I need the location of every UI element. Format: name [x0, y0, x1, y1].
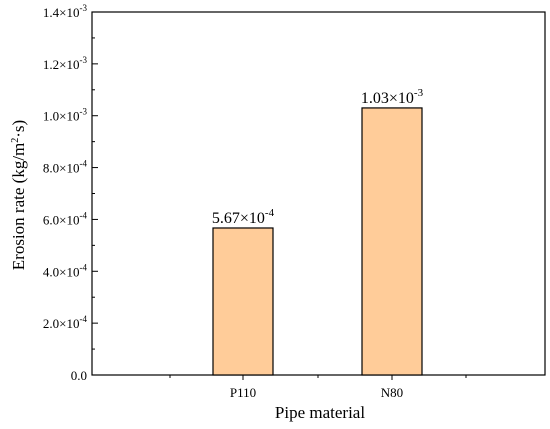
bar-n80	[361, 107, 423, 376]
y-tick-mantissa: 1.0×10	[43, 109, 80, 124]
y-tick-exponent: -3	[80, 3, 88, 13]
y-tick-label: 0.0	[71, 368, 87, 383]
y-tick-exponent: -3	[80, 107, 88, 117]
x-axis-ticks: P110 N80	[169, 375, 467, 400]
y-tick-label: 1.0×10-3	[43, 107, 88, 124]
y-tick-mantissa: 8.0×10	[43, 161, 80, 176]
y-tick-exponent: -3	[80, 55, 88, 65]
y-tick-label: 8.0×10-4	[43, 159, 88, 176]
bars-group	[212, 107, 423, 376]
y-axis-title-sup: 2	[10, 138, 21, 143]
y-tick-mantissa: 1.2×10	[43, 57, 80, 72]
y-tick-exponent: -4	[80, 314, 88, 324]
bar-p110	[212, 227, 274, 376]
data-label-exponent: -4	[265, 207, 275, 219]
y-tick-label: 1.4×10-3	[43, 3, 88, 20]
y-tick-exponent: -4	[80, 210, 88, 220]
data-label: 1.03×10-3	[361, 87, 424, 107]
x-axis-title: Pipe material	[275, 403, 365, 422]
y-tick-exponent: -4	[80, 159, 88, 169]
y-tick-label: 1.2×10-3	[43, 55, 88, 72]
y-tick-mantissa: 4.0×10	[43, 264, 80, 279]
y-tick-exponent: -4	[80, 262, 88, 272]
y-axis-title-main: Erosion rate (kg/m	[9, 143, 28, 270]
y-tick-mantissa: 0.0	[71, 368, 87, 383]
y-tick-mantissa: 2.0×10	[43, 316, 80, 331]
data-label-exponent: -3	[414, 87, 424, 99]
y-tick-mantissa: 6.0×10	[43, 212, 80, 227]
y-tick-label: 2.0×10-4	[43, 314, 88, 331]
data-label: 5.67×10-4	[212, 207, 275, 227]
y-tick-label: 4.0×10-4	[43, 262, 88, 279]
data-labels-group: 5.67×10-4 1.03×10-3	[212, 87, 424, 227]
plot-frame	[91, 11, 546, 376]
data-label-mantissa: 1.03×10	[361, 90, 414, 107]
x-tick-label: P110	[230, 385, 256, 400]
y-tick-label: 6.0×10-4	[43, 210, 88, 227]
y-tick-mantissa: 1.4×10	[43, 5, 80, 20]
y-axis-title: Erosion rate (kg/m2·s)	[9, 120, 28, 270]
y-axis-title-tail: ·s)	[9, 120, 28, 138]
plot-border	[91, 11, 546, 376]
data-label-mantissa: 5.67×10	[212, 210, 265, 227]
x-tick-label: N80	[381, 385, 403, 400]
y-axis-ticks: 0.02.0×10-44.0×10-46.0×10-48.0×10-41.0×1…	[43, 3, 98, 383]
